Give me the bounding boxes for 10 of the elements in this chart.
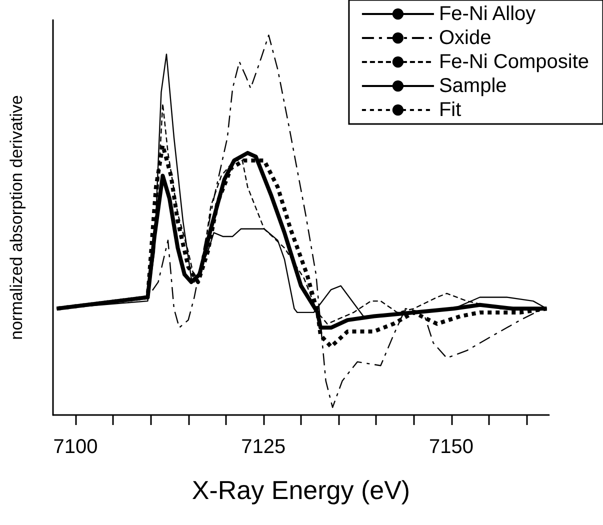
legend-label: Fit [438, 99, 462, 121]
x-axis-title: X-Ray Energy (eV) [192, 475, 410, 505]
x-tick-label: 7100 [53, 436, 98, 458]
legend-label: Fe-Ni Alloy [438, 3, 536, 25]
y-axis-title: normalized absorption derivative [7, 95, 26, 340]
legend-label: Fe-Ni Composite [438, 51, 590, 73]
x-tick-label: 7125 [241, 436, 286, 458]
legend-label: Sample [438, 75, 507, 97]
legend-label: Oxide [438, 27, 492, 49]
x-tick-label: 7150 [429, 436, 474, 458]
